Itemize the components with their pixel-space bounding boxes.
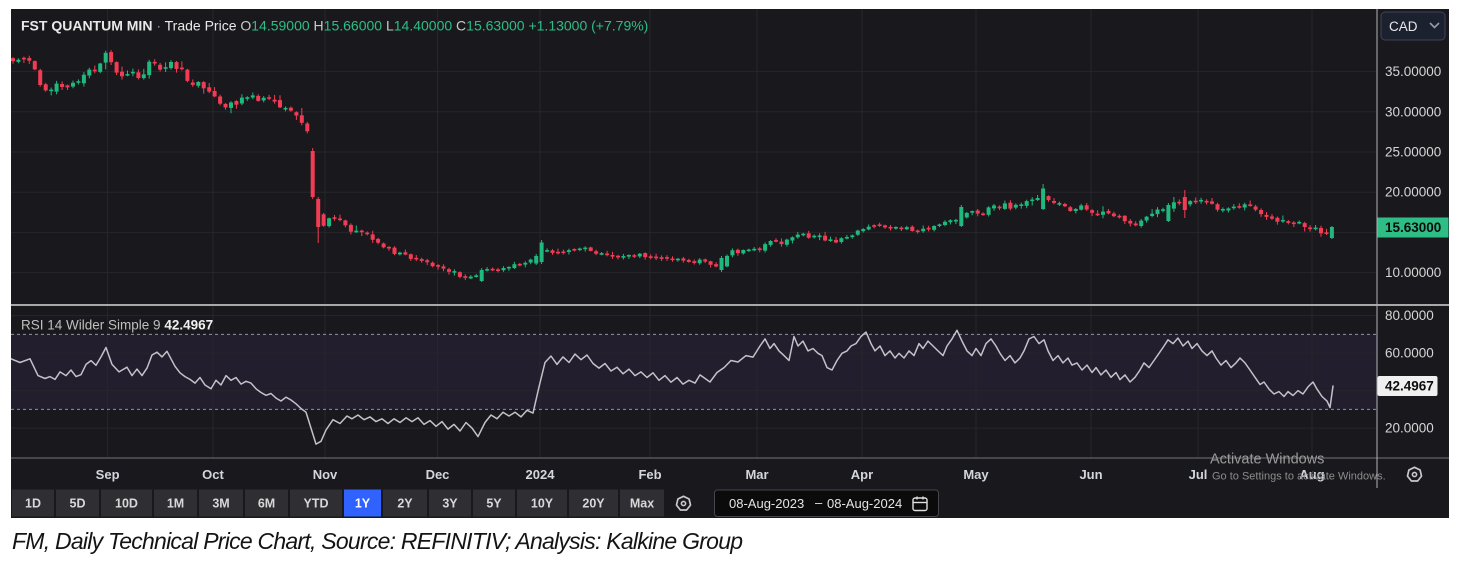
svg-text:1D: 1D: [25, 497, 41, 511]
svg-text:30.00000: 30.00000: [1385, 104, 1441, 119]
svg-text:10D: 10D: [115, 497, 138, 511]
svg-text:Dec: Dec: [426, 467, 450, 482]
svg-text:42.4967: 42.4967: [1385, 379, 1434, 394]
svg-text:Feb: Feb: [638, 467, 661, 482]
svg-text:Activate Windows: Activate Windows: [1210, 452, 1324, 468]
svg-text:Jun: Jun: [1079, 467, 1102, 482]
svg-text:2024: 2024: [526, 467, 556, 482]
svg-text:YTD: YTD: [304, 497, 329, 511]
svg-text:08-Aug-2024: 08-Aug-2024: [827, 496, 902, 511]
svg-text:Jul: Jul: [1189, 467, 1208, 482]
svg-text:Apr: Apr: [851, 467, 873, 482]
svg-text:Go to Settings to activate Win: Go to Settings to activate Windows.: [1212, 471, 1386, 483]
svg-text:60.0000: 60.0000: [1385, 346, 1434, 361]
svg-text:1Y: 1Y: [355, 497, 371, 511]
svg-text:May: May: [963, 467, 989, 482]
svg-text:10Y: 10Y: [531, 497, 554, 511]
svg-text:RSI 14 Wilder Simple 9 42.4967: RSI 14 Wilder Simple 9 42.4967: [21, 318, 213, 333]
svg-text:Aug: Aug: [1299, 467, 1324, 482]
svg-text:5D: 5D: [70, 497, 86, 511]
svg-text:Mar: Mar: [745, 467, 768, 482]
svg-text:10.00000: 10.00000: [1385, 265, 1441, 280]
svg-text:25.00000: 25.00000: [1385, 145, 1441, 160]
svg-text:Max: Max: [630, 497, 654, 511]
svg-text:Nov: Nov: [313, 467, 338, 482]
svg-text:5Y: 5Y: [486, 497, 502, 511]
svg-text:80.0000: 80.0000: [1385, 308, 1434, 323]
svg-text:20.00000: 20.00000: [1385, 185, 1441, 200]
svg-text:20Y: 20Y: [582, 497, 605, 511]
svg-text:1M: 1M: [167, 497, 184, 511]
svg-text:08-Aug-2023: 08-Aug-2023: [729, 496, 804, 511]
svg-text:20.0000: 20.0000: [1385, 421, 1434, 436]
svg-text:–: –: [815, 495, 823, 510]
svg-text:2Y: 2Y: [397, 497, 413, 511]
svg-text:FST QUANTUM MIN · Trade Price: FST QUANTUM MIN · Trade Price O14.59000 …: [21, 18, 648, 34]
svg-text:15.63000: 15.63000: [1385, 220, 1441, 235]
svg-text:3M: 3M: [212, 497, 229, 511]
svg-text:3Y: 3Y: [442, 497, 458, 511]
svg-text:Oct: Oct: [202, 467, 224, 482]
svg-text:6M: 6M: [258, 497, 275, 511]
svg-text:35.00000: 35.00000: [1385, 64, 1441, 79]
svg-text:CAD: CAD: [1389, 19, 1418, 34]
svg-text:Sep: Sep: [96, 467, 120, 482]
